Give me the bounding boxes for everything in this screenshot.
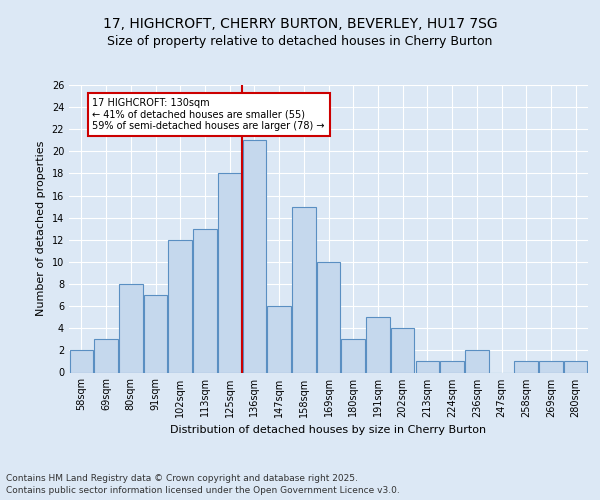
Bar: [564, 362, 587, 372]
X-axis label: Distribution of detached houses by size in Cherry Burton: Distribution of detached houses by size …: [170, 425, 487, 435]
Bar: [268, 306, 291, 372]
Text: Size of property relative to detached houses in Cherry Burton: Size of property relative to detached ho…: [107, 35, 493, 48]
Bar: [440, 362, 464, 372]
Bar: [514, 362, 538, 372]
Bar: [292, 206, 316, 372]
Bar: [119, 284, 143, 372]
Bar: [465, 350, 488, 372]
Text: 17, HIGHCROFT, CHERRY BURTON, BEVERLEY, HU17 7SG: 17, HIGHCROFT, CHERRY BURTON, BEVERLEY, …: [103, 18, 497, 32]
Bar: [341, 340, 365, 372]
Bar: [242, 140, 266, 372]
Bar: [94, 340, 118, 372]
Bar: [366, 317, 389, 372]
Bar: [193, 229, 217, 372]
Text: Contains HM Land Registry data © Crown copyright and database right 2025.
Contai: Contains HM Land Registry data © Crown c…: [6, 474, 400, 495]
Y-axis label: Number of detached properties: Number of detached properties: [36, 141, 46, 316]
Text: 17 HIGHCROFT: 130sqm
← 41% of detached houses are smaller (55)
59% of semi-detac: 17 HIGHCROFT: 130sqm ← 41% of detached h…: [92, 98, 325, 132]
Bar: [218, 174, 241, 372]
Bar: [70, 350, 93, 372]
Bar: [144, 295, 167, 372]
Bar: [391, 328, 415, 372]
Bar: [539, 362, 563, 372]
Bar: [169, 240, 192, 372]
Bar: [416, 362, 439, 372]
Bar: [317, 262, 340, 372]
